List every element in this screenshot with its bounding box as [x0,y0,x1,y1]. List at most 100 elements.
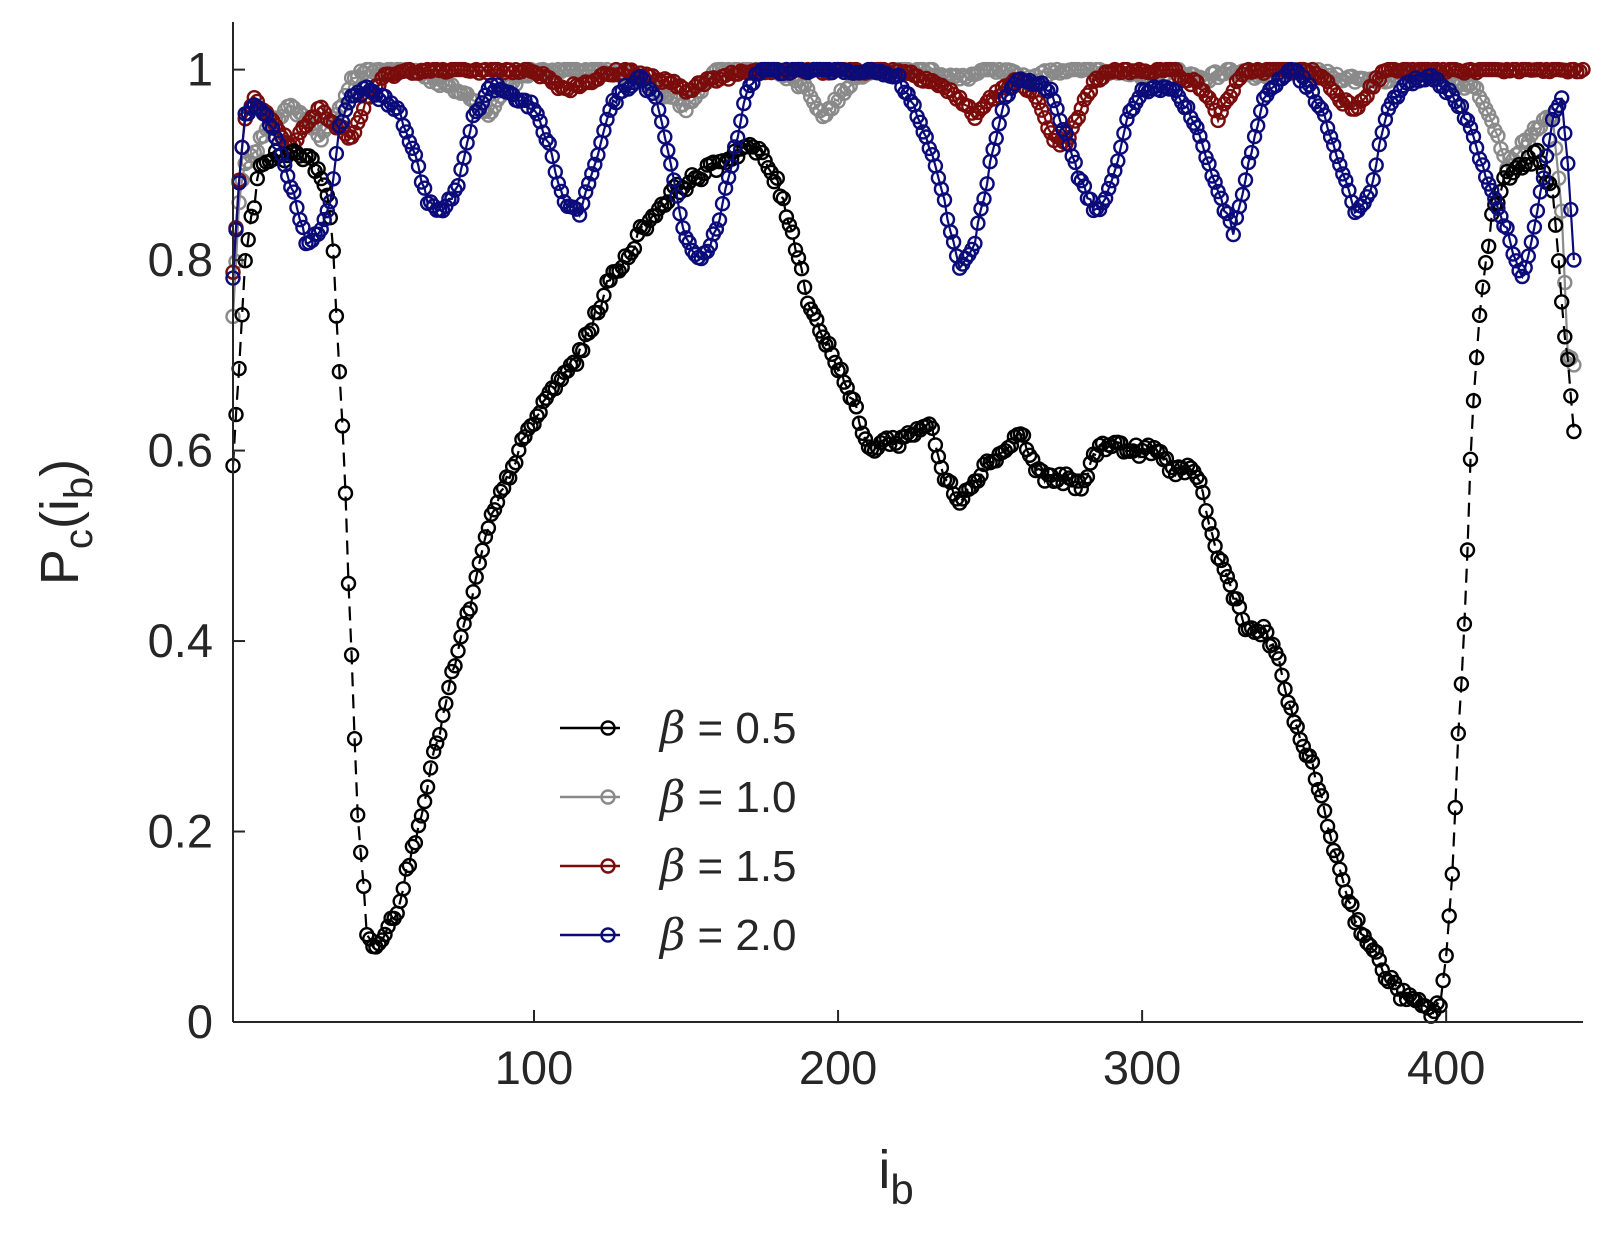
data-point [1474,279,1491,295]
data-point [1371,952,1388,968]
data-point [839,380,855,396]
data-point [492,483,509,500]
data-point [1313,788,1330,804]
data-point [644,85,661,102]
data-point [784,224,801,240]
data-point [991,116,1007,132]
data-point [1271,651,1287,667]
data-point [228,253,244,270]
data-point [988,130,1004,147]
data-point [1195,484,1211,501]
data-point [1441,908,1457,924]
data-point [568,356,585,372]
data-point [474,95,490,111]
data-point [410,158,427,175]
data-point [1508,160,1524,176]
data-point [480,520,497,536]
data-point [538,132,554,148]
legend-label: β = 0.5 [658,703,797,754]
data-point [1514,268,1530,285]
data-point [1532,184,1549,200]
y-tick-label: 0.6 [148,424,213,477]
data-point [903,93,919,110]
data-point [1550,97,1567,114]
data-point [416,793,433,810]
data-point [353,844,369,861]
data-point [772,188,788,204]
data-point [1471,307,1488,323]
data-point [234,139,250,156]
data-point [1055,121,1071,138]
data-point [970,215,986,231]
y-title-arg-sub: b [57,477,101,499]
data-point [1103,172,1120,189]
data-point [286,184,302,200]
data-point [599,111,615,128]
legend-symbol: β [658,772,685,823]
data-point [912,114,928,131]
data-point [1350,912,1366,928]
legend-value: = 0.5 [697,704,796,753]
data-point [243,208,259,225]
data-point [1046,92,1062,109]
data-point [1447,799,1464,816]
data-point [1113,139,1129,155]
data-point [897,428,913,445]
data-point [1079,87,1096,103]
data-point [346,124,363,141]
legend-value: = 1.0 [697,773,796,822]
data-point [1237,172,1254,188]
data-point [1487,190,1503,207]
data-point [976,191,992,207]
data-point [377,926,393,943]
data-point [1316,803,1333,819]
data-point [1034,102,1050,118]
data-point [1110,153,1126,169]
y-tick-label: 1 [187,43,213,96]
data-point [413,808,430,824]
data-point [1526,219,1543,235]
data-point [730,129,746,146]
y-ticks: 0 0.2 0.4 0.6 0.8 1 [148,43,245,1048]
data-point [1462,120,1479,136]
data-point [465,584,481,600]
x-title-main: i [878,1140,890,1200]
data-point [1538,148,1555,164]
data-point [1228,591,1245,607]
data-point [1304,754,1321,770]
data-point [608,94,624,111]
data-point [273,146,290,163]
data-point [796,279,813,295]
data-point [1037,80,1053,97]
data-point [979,176,995,192]
data-point [1493,141,1509,157]
data-point [1216,561,1232,578]
data-point [350,807,366,823]
data-point [526,102,542,118]
data-point [447,658,463,674]
data-point [1082,83,1099,100]
data-point [1377,111,1394,128]
data-point [353,109,369,125]
data-point [1085,73,1102,90]
data-point [249,143,265,160]
data-point [1557,274,1573,291]
data-point [1222,577,1239,593]
data-point [714,195,731,212]
data-point [1368,157,1384,173]
data-point [331,364,348,380]
data-point [1213,552,1229,569]
data-point [1575,61,1591,78]
data-point [1225,83,1242,99]
y-title-arg-open: (i [30,499,90,529]
data-point [1219,569,1236,585]
data-point [356,878,372,894]
data-point [1456,616,1473,632]
data-point [654,114,670,130]
data-point [742,77,758,94]
data-point [419,779,436,795]
legend: β = 0.5β = 1.0β = 1.5β = 2.0 [560,703,797,961]
data-point [1076,472,1093,489]
data-point [1468,80,1485,96]
